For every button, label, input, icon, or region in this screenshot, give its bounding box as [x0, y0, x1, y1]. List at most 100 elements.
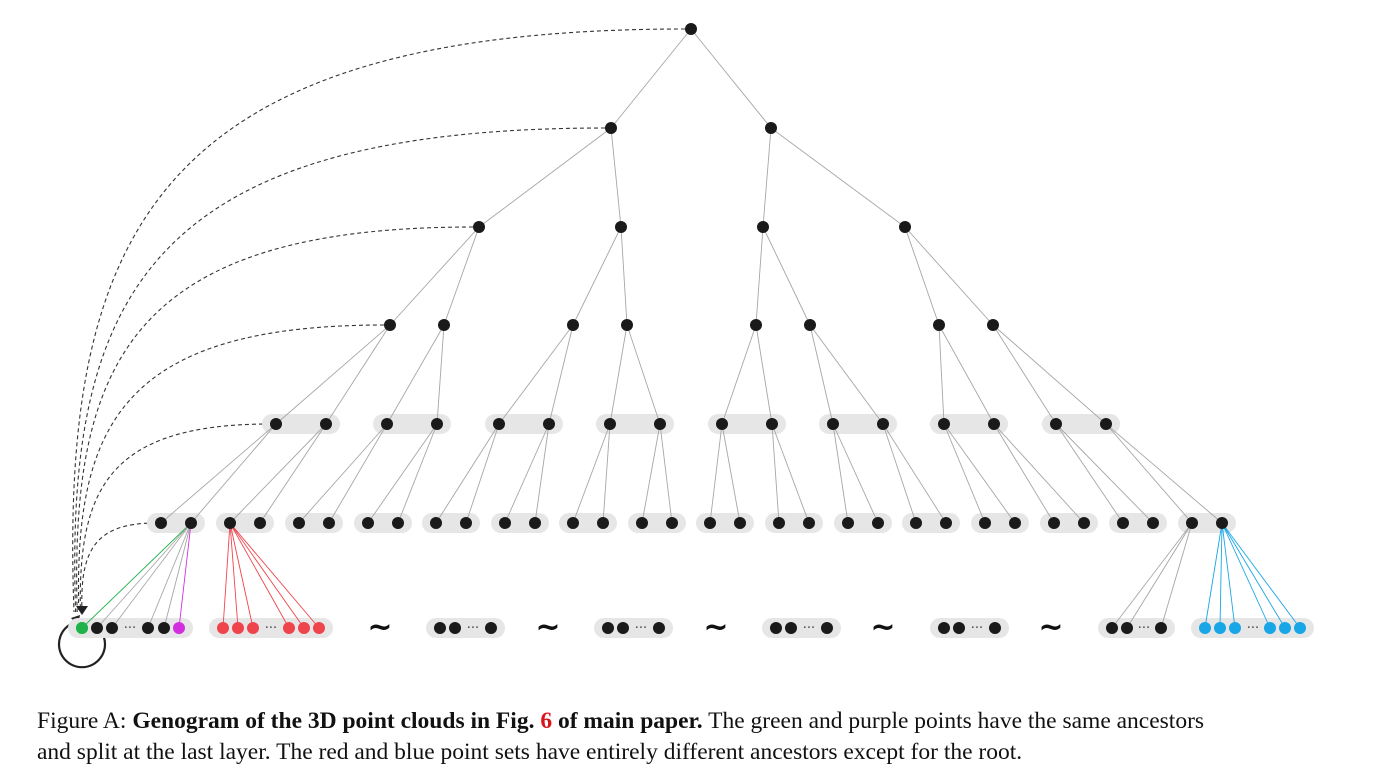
- tree-node: [872, 517, 884, 529]
- blue-leaf-node: [1199, 622, 1211, 634]
- ancestor-dashed-arcs: [57, 28, 686, 669]
- tree-edge: [938, 324, 945, 425]
- red-leaf-node: [217, 622, 229, 634]
- leaf-group-background: [930, 618, 1009, 638]
- tilde-glyph: ~: [535, 610, 560, 645]
- tree-node: [499, 517, 511, 529]
- tree-edge: [190, 423, 277, 524]
- tree-edge: [1055, 423, 1124, 524]
- tree-edge: [610, 127, 622, 228]
- tree-node: [654, 418, 666, 430]
- tree-node: [270, 418, 282, 430]
- tree-edge: [572, 423, 611, 524]
- blue-leaf-edge: [1221, 522, 1301, 629]
- leaf-group-background: [594, 618, 673, 638]
- purple-leaf-node: [173, 622, 185, 634]
- tree-edge: [755, 324, 773, 425]
- group-background-l4: [708, 414, 786, 434]
- tree-node: [323, 517, 335, 529]
- blue-leaf-edge: [1221, 522, 1271, 629]
- tree-edge: [721, 423, 741, 524]
- tree-node: [933, 319, 945, 331]
- tree-node: [988, 418, 1000, 430]
- red-leaf-edge: [229, 522, 305, 629]
- tree-edge: [938, 324, 995, 425]
- leaf-node: [953, 622, 965, 634]
- ellipsis-glyph: ···: [467, 621, 479, 636]
- ellipsis-glyph: ···: [803, 621, 815, 636]
- tree-edge: [1105, 423, 1223, 524]
- tree-edge: [259, 423, 327, 524]
- tree-edge: [659, 423, 673, 524]
- tilde-glyph: ~: [367, 610, 392, 645]
- tree-edge: [610, 28, 692, 129]
- leaf-edge: [111, 522, 192, 629]
- tree-edge: [298, 423, 388, 524]
- leaf-node: [1155, 622, 1167, 634]
- tree-node: [320, 418, 332, 430]
- leaf-node: [653, 622, 665, 634]
- tree-node: [803, 517, 815, 529]
- tree-edge: [1055, 423, 1154, 524]
- tree-edge: [602, 423, 611, 524]
- leaf-node: [602, 622, 614, 634]
- tree-node: [910, 517, 922, 529]
- tree-edge: [882, 423, 917, 524]
- tree-edge: [809, 324, 834, 425]
- tree-edge: [389, 226, 480, 326]
- red-leaf-edge: [229, 522, 254, 629]
- tree-node: [666, 517, 678, 529]
- tree-node: [254, 517, 266, 529]
- tree-node: [529, 517, 541, 529]
- tree-node: [1147, 517, 1159, 529]
- tree-node: [1100, 418, 1112, 430]
- tree-edge: [620, 226, 628, 326]
- tree-node: [605, 122, 617, 134]
- tree-edge: [534, 423, 550, 524]
- tree-node: [362, 517, 374, 529]
- leaf-node: [1106, 622, 1118, 634]
- tree-edge: [993, 423, 1055, 524]
- red-leaf-edge: [222, 522, 231, 629]
- leaf-node: [938, 622, 950, 634]
- tree-node: [597, 517, 609, 529]
- tree-node: [1117, 517, 1129, 529]
- leaf-group-background: [1098, 618, 1175, 638]
- tree-node: [938, 418, 950, 430]
- blue-leaf-edge: [1219, 522, 1223, 629]
- leaf-edge: [1126, 522, 1193, 629]
- tree-edge: [904, 226, 940, 326]
- leaf-group-background: [762, 618, 841, 638]
- tree-node: [604, 418, 616, 430]
- leaf-edge: [147, 522, 192, 629]
- red-leaf-node: [313, 622, 325, 634]
- ancestor-dashed-arc: [72, 28, 686, 613]
- tree-edge: [770, 127, 906, 228]
- root-node: [685, 23, 697, 35]
- tree-node: [438, 319, 450, 331]
- leaf-node: [989, 622, 1001, 634]
- tree-edge: [367, 423, 438, 524]
- figure-reference-link[interactable]: 6: [540, 708, 553, 734]
- blue-leaf-node: [1279, 622, 1291, 634]
- tree-node: [615, 221, 627, 233]
- leaf-node: [1121, 622, 1133, 634]
- ellipsis-glyph: ···: [1138, 621, 1150, 636]
- leaf-edge: [163, 522, 192, 629]
- ellipsis-glyph: ···: [635, 621, 647, 636]
- ancestor-dashed-arc: [79, 423, 271, 613]
- tree-node: [766, 418, 778, 430]
- tree-node: [704, 517, 716, 529]
- leaf-group-background: [426, 618, 505, 638]
- leaf-edge: [1160, 522, 1193, 629]
- tree-edge: [771, 423, 810, 524]
- leaf-node: [485, 622, 497, 634]
- tree-node: [636, 517, 648, 529]
- tree-edge: [755, 226, 764, 326]
- red-leaf-edge: [229, 522, 320, 629]
- leaf-node: [449, 622, 461, 634]
- group-background-l4: [485, 414, 563, 434]
- leaf-edge: [1111, 522, 1193, 629]
- tree-edge: [386, 324, 445, 425]
- leaf-node: [106, 622, 118, 634]
